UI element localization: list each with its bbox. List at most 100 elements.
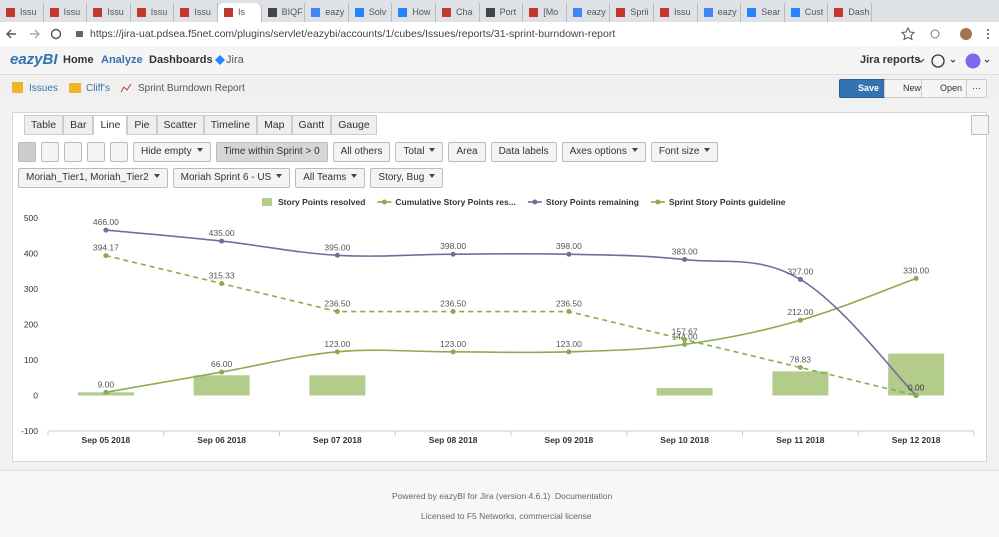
view-tab[interactable]: Gauge — [331, 115, 377, 135]
point — [450, 251, 456, 257]
browser-tab[interactable]: Sprii — [610, 3, 654, 22]
data-label: 383.00 — [672, 247, 698, 257]
legend-label: Cumulative Story Points res... — [395, 197, 515, 207]
reports-menu[interactable]: Jira reports — [860, 54, 921, 66]
documentation-link[interactable]: Documentation — [555, 491, 613, 501]
toolbar-button[interactable]: Axes options — [561, 142, 646, 162]
page-filter[interactable]: All Teams — [295, 168, 366, 188]
license: Licensed to F5 Networks, commercial lice… — [421, 511, 592, 521]
data-label: 327.00 — [787, 266, 813, 276]
tab-icon — [834, 8, 844, 17]
nav-analyze[interactable]: Analyze — [101, 54, 143, 66]
browser-tab[interactable]: Issu — [174, 3, 218, 22]
point — [566, 309, 572, 315]
toolbar-button[interactable]: All others — [332, 142, 391, 162]
y-tick-label: 300 — [24, 284, 38, 294]
data-label: 66.00 — [211, 359, 233, 369]
data-label: 236.50 — [440, 299, 466, 309]
view-tab[interactable]: Table — [24, 115, 64, 135]
browser-tab[interactable]: Issu — [654, 3, 698, 22]
refresh-button[interactable] — [971, 115, 989, 135]
crumb-folder[interactable]: Cliff's — [86, 83, 110, 94]
point — [913, 393, 919, 398]
browser-tab-bar: Issu Issu Issu Issu Issu Is BIQF eazy Solv How Cha… — [0, 0, 999, 22]
browser-tab[interactable]: Cha — [436, 3, 480, 22]
save-button[interactable]: Save — [839, 79, 887, 98]
data-label: 330.00 — [903, 265, 929, 275]
browser-tab[interactable]: Dash — [828, 3, 872, 22]
toolbar-button[interactable]: Time within Sprint > 0 — [215, 142, 328, 162]
url[interactable]: https://jira-uat.pdsea.f5net.com/plugins… — [90, 28, 616, 40]
crumb-icons — [12, 82, 132, 93]
browser-tab[interactable]: [Mo — [523, 3, 567, 22]
nav-home[interactable]: Home — [63, 54, 94, 66]
point — [450, 349, 456, 355]
nav-dashboards[interactable]: Dashboards — [149, 54, 213, 66]
export-button[interactable] — [110, 142, 128, 162]
browser-tab[interactable]: Issu — [131, 3, 175, 22]
view-tab[interactable]: Pie — [127, 115, 157, 135]
redo-button[interactable] — [64, 142, 82, 162]
y-tick-label: 400 — [24, 249, 38, 259]
fullscreen-button[interactable] — [18, 142, 36, 162]
view-tab[interactable]: Scatter — [156, 115, 204, 135]
view-tab[interactable]: Line — [93, 115, 128, 135]
point — [450, 309, 456, 315]
page-filter[interactable]: Story, Bug — [370, 168, 444, 188]
toolbar-button[interactable]: Font size — [650, 142, 719, 162]
undo-button[interactable] — [41, 142, 59, 162]
browser-tab[interactable]: Is — [218, 3, 262, 22]
tab-icon — [442, 8, 451, 17]
toolbar-button[interactable]: Hide empty — [133, 142, 211, 162]
line — [105, 254, 917, 397]
browser-tab[interactable]: Issu — [44, 3, 88, 22]
browser-tab[interactable]: eazy — [305, 3, 349, 22]
comment-button[interactable] — [87, 142, 105, 162]
browser-tab[interactable]: Issu — [87, 3, 131, 22]
browser-tab[interactable]: Port — [480, 3, 524, 22]
browser-tab[interactable]: eazy — [567, 3, 611, 22]
toolbar-button[interactable]: Area — [448, 142, 486, 162]
nav-jira[interactable]: Jira — [226, 54, 244, 66]
more-button[interactable]: ··· — [966, 79, 987, 98]
data-label: 394.17 — [93, 243, 119, 253]
footer: Powered by eazyBI for Jira (version 4.6.… — [0, 470, 999, 537]
tab-icon — [224, 8, 233, 17]
page-filter[interactable]: Moriah_Tier1, Moriah_Tier2 — [18, 168, 168, 188]
toolbar-button[interactable]: Data labels — [490, 142, 557, 162]
powered-by: Powered by eazyBI for Jira (version 4.6.… — [392, 491, 551, 501]
data-label: 466.00 — [93, 217, 119, 227]
new-button[interactable]: New — [884, 79, 929, 98]
page-filter[interactable]: Moriah Sprint 6 - US — [172, 168, 291, 188]
x-tick-label: Sep 08 2018 — [429, 435, 478, 445]
tab-icon — [180, 8, 190, 17]
view-tab[interactable]: Gantt — [291, 115, 332, 135]
page-filters: Moriah_Tier1, Moriah_Tier2 Moriah Sprint … — [18, 168, 444, 188]
point — [334, 309, 340, 315]
view-tab[interactable]: Bar — [63, 115, 94, 135]
toolbar-button[interactable]: Total — [395, 142, 444, 162]
browser-tab[interactable]: Solv — [349, 3, 393, 22]
browser-tab[interactable]: How — [392, 3, 436, 22]
tab-icon — [485, 8, 495, 17]
data-label: 212.00 — [787, 307, 813, 317]
browser-tab[interactable]: BIQF — [262, 3, 306, 22]
tab-icon — [311, 8, 321, 17]
toolbar: Hide empty Time within Sprint > 0 All othe… — [18, 142, 719, 162]
x-tick-label: Sep 11 2018 — [776, 435, 824, 445]
tab-icon — [572, 8, 582, 17]
browser-tab[interactable]: Cust — [785, 3, 829, 22]
crumb-issues[interactable]: Issues — [29, 83, 58, 94]
browser-tab[interactable]: Sear — [741, 3, 785, 22]
logo[interactable]: eazyBI — [10, 51, 58, 68]
point — [566, 251, 572, 257]
tab-icon — [93, 8, 103, 17]
y-tick-label: 200 — [24, 320, 38, 330]
open-button[interactable]: Open — [921, 79, 970, 98]
view-tab[interactable]: Timeline — [203, 115, 258, 135]
view-tab[interactable]: Map — [257, 115, 292, 135]
legend-marker — [655, 199, 661, 205]
browser-tab[interactable]: eazy — [698, 3, 742, 22]
browser-tab[interactable]: Issu — [0, 3, 44, 22]
